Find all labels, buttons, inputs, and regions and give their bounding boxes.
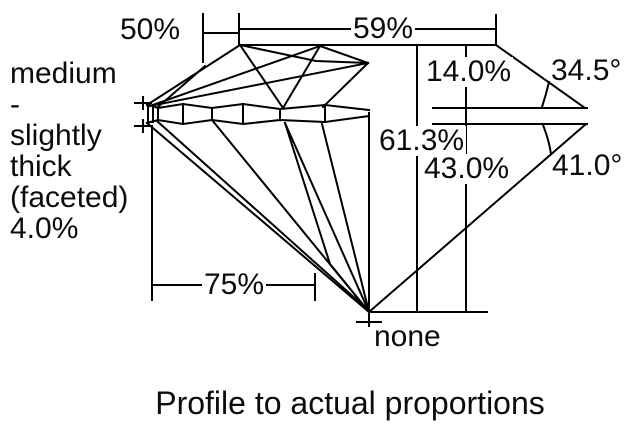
girdle-line-2: - [10, 88, 20, 121]
pavilion-facets [155, 118, 371, 314]
girdle-line-3: slightly [10, 119, 102, 152]
lower-girdle-length-label: 75% [202, 268, 267, 301]
diagram-caption: Profile to actual proportions [155, 385, 545, 421]
girdle-description-label: medium - slightly thick (faceted) 4.0% [10, 58, 128, 244]
total-depth-label: 61.3% [377, 124, 467, 157]
star-length-label: 50% [120, 13, 181, 46]
girdle-line-1: medium [10, 57, 117, 90]
crown-angle-label: 34.5° [551, 54, 622, 87]
crown-height-label: 14.0% [424, 55, 514, 88]
table-size-label: 59% [351, 12, 416, 45]
girdle-band [145, 102, 371, 126]
crown-facets [148, 43, 370, 110]
culet-label: none [374, 320, 441, 353]
girdle-line-6: 4.0% [10, 212, 79, 245]
pavilion-depth-label: 43.0% [422, 152, 512, 185]
girdle-line-4: thick [10, 150, 72, 183]
girdle-line-5: (faceted) [10, 181, 129, 214]
pavilion-angle-label: 41.0° [552, 149, 623, 182]
